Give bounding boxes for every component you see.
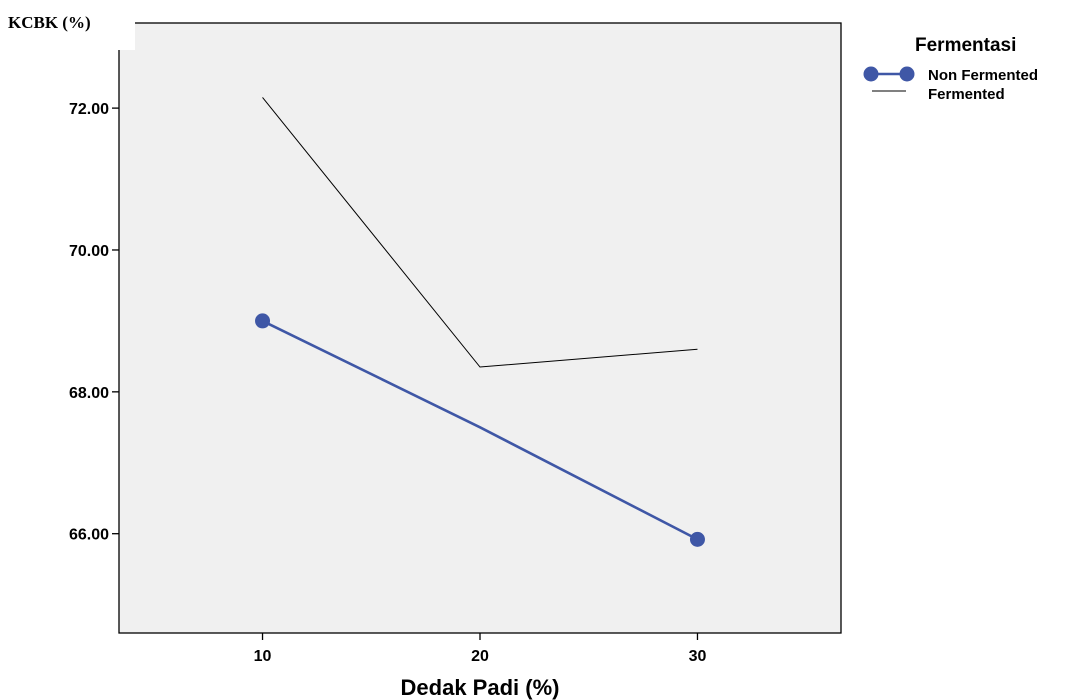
data-point <box>255 313 271 329</box>
y-tick-label: 72.00 <box>69 101 109 118</box>
x-axis-ticks: 10 20 30 <box>254 633 707 665</box>
plot-area <box>118 22 842 634</box>
series-line-fermented <box>262 97 698 368</box>
legend-title: Fermentasi <box>915 35 1016 56</box>
y-tick-label: 70.00 <box>69 243 109 260</box>
x-tick-label: 30 <box>689 648 707 665</box>
x-axis-label: Dedak Padi (%) <box>401 675 560 700</box>
y-axis-label-background <box>0 0 135 50</box>
y-axis-label: KCBK (%) <box>8 13 91 32</box>
y-axis-ticks: 66.00 68.00 70.00 72.00 <box>69 101 119 544</box>
x-tick-label: 20 <box>471 648 489 665</box>
series-layer <box>255 97 705 547</box>
legend-entries: Non Fermented Fermented <box>863 66 1038 103</box>
legend-label: Non Fermented <box>928 67 1038 84</box>
legend: Fermentasi Non Fermented Fermented <box>863 35 1038 103</box>
legend-marker <box>899 66 915 82</box>
legend-label: Fermented <box>928 86 1005 103</box>
y-tick-label: 68.00 <box>69 385 109 402</box>
x-tick-label: 10 <box>254 648 272 665</box>
series-line-non-fermented <box>261 319 699 541</box>
legend-marker <box>863 66 879 82</box>
data-point <box>689 531 705 547</box>
y-tick-label: 66.00 <box>69 527 109 544</box>
